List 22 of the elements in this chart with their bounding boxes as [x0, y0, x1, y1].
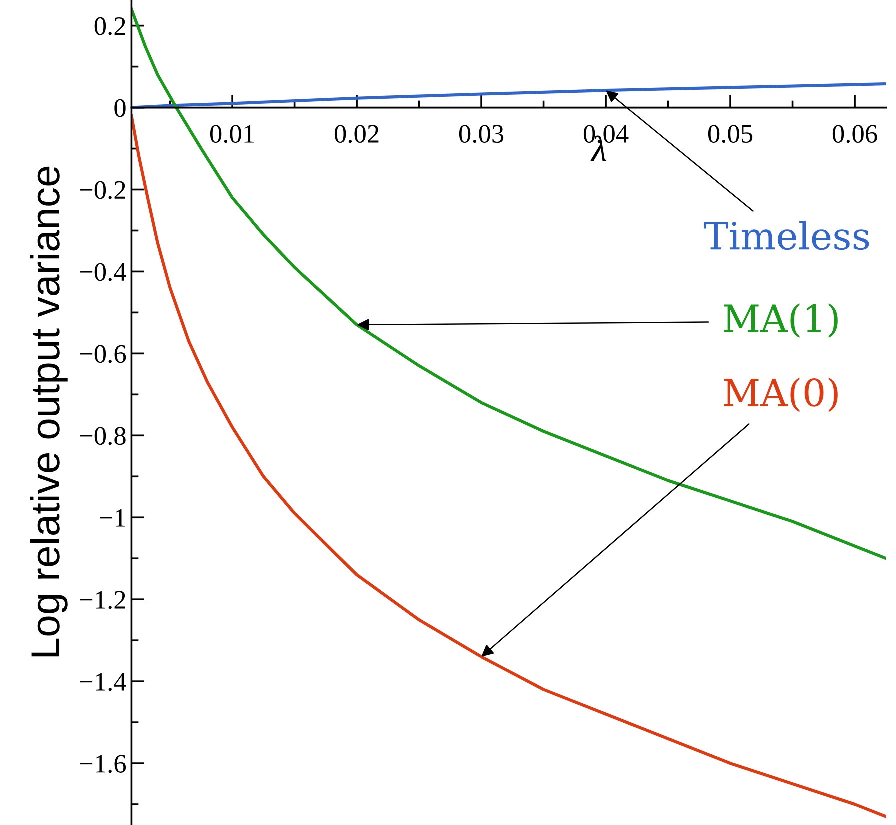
x-tick-label: 0.03: [459, 125, 504, 144]
y-tick-label: −1.4: [80, 673, 126, 692]
y-tick-label: −0.6: [80, 345, 126, 364]
y-tick-label: −1.6: [80, 755, 126, 774]
text: Timeless: [704, 221, 870, 250]
y-tick-label: −0.8: [80, 427, 126, 446]
text: MA(0): [724, 378, 838, 412]
y-tick-label: −1: [100, 509, 126, 527]
x-tick-label: 0.06: [832, 125, 878, 144]
line-series: [132, 8, 886, 560]
y-tick-label: −1.2: [80, 591, 126, 610]
y-axis-title: Log relative output variance: [30, 166, 68, 657]
line-series: [132, 82, 886, 110]
y-tick-label: 0: [114, 99, 126, 118]
x-tick-label: 0.01: [210, 125, 254, 144]
x-tick-label: 0.02: [334, 125, 379, 144]
text: MA(1): [724, 304, 838, 338]
y-tick-label: 0.2: [94, 17, 126, 36]
y-tick-label: −0.4: [80, 263, 126, 282]
x-tick-label: 0.05: [708, 125, 753, 144]
line-series: [132, 114, 886, 818]
y-tick-label: −0.2: [80, 181, 126, 200]
